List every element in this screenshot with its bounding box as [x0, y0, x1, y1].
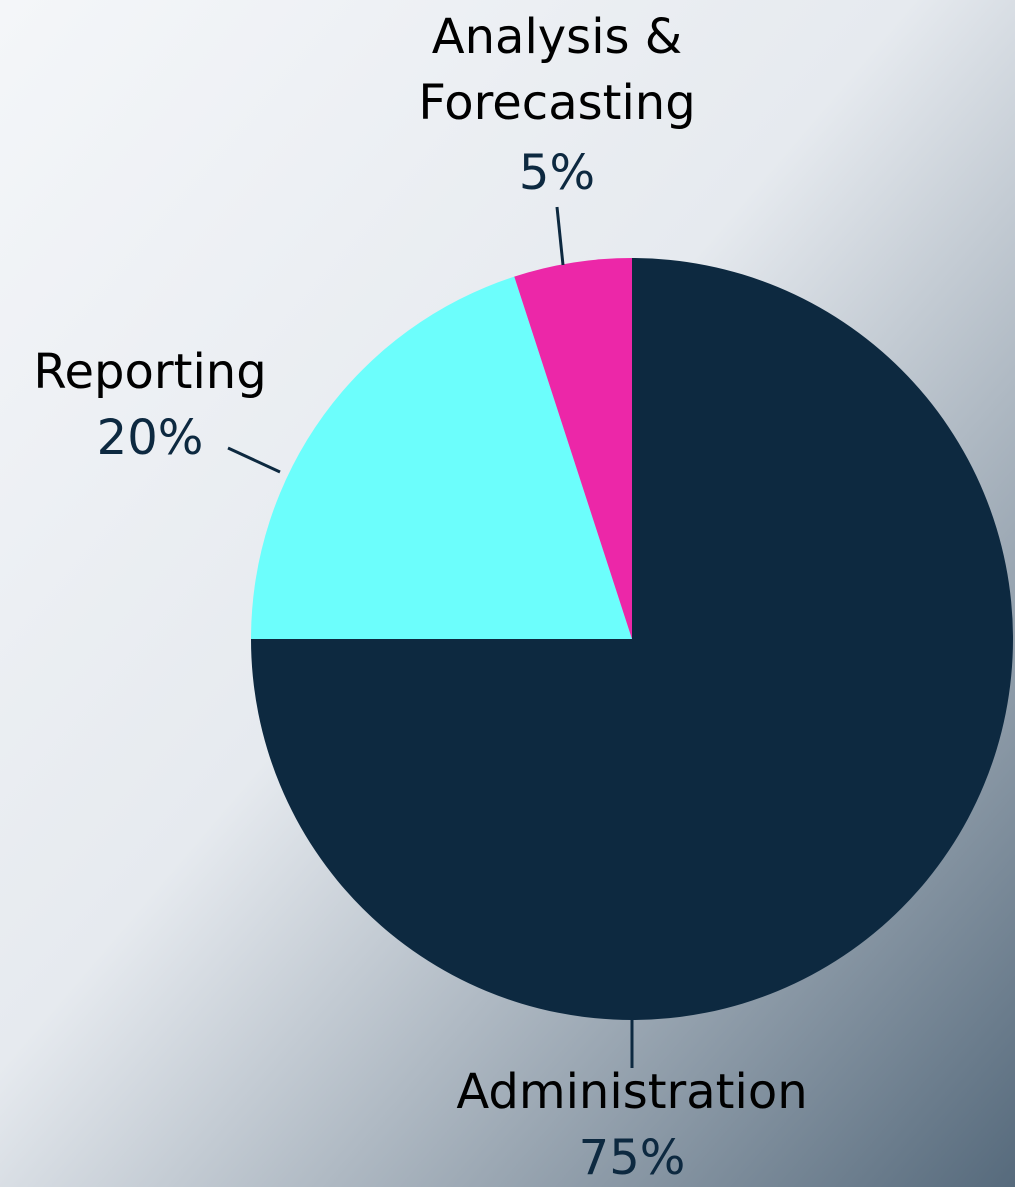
- slice-label: Reporting: [33, 344, 266, 400]
- slice-label: Analysis & Forecasting: [418, 9, 695, 131]
- pie-slice: [514, 258, 632, 639]
- slice-label: Administration: [456, 1064, 807, 1120]
- leader-line: [555, 206, 565, 266]
- value-label: 20%: [97, 410, 204, 466]
- pie-slice: [251, 276, 632, 639]
- value-label: 5%: [519, 145, 595, 201]
- leader-line: [227, 446, 281, 474]
- value-label: 75%: [579, 1130, 686, 1186]
